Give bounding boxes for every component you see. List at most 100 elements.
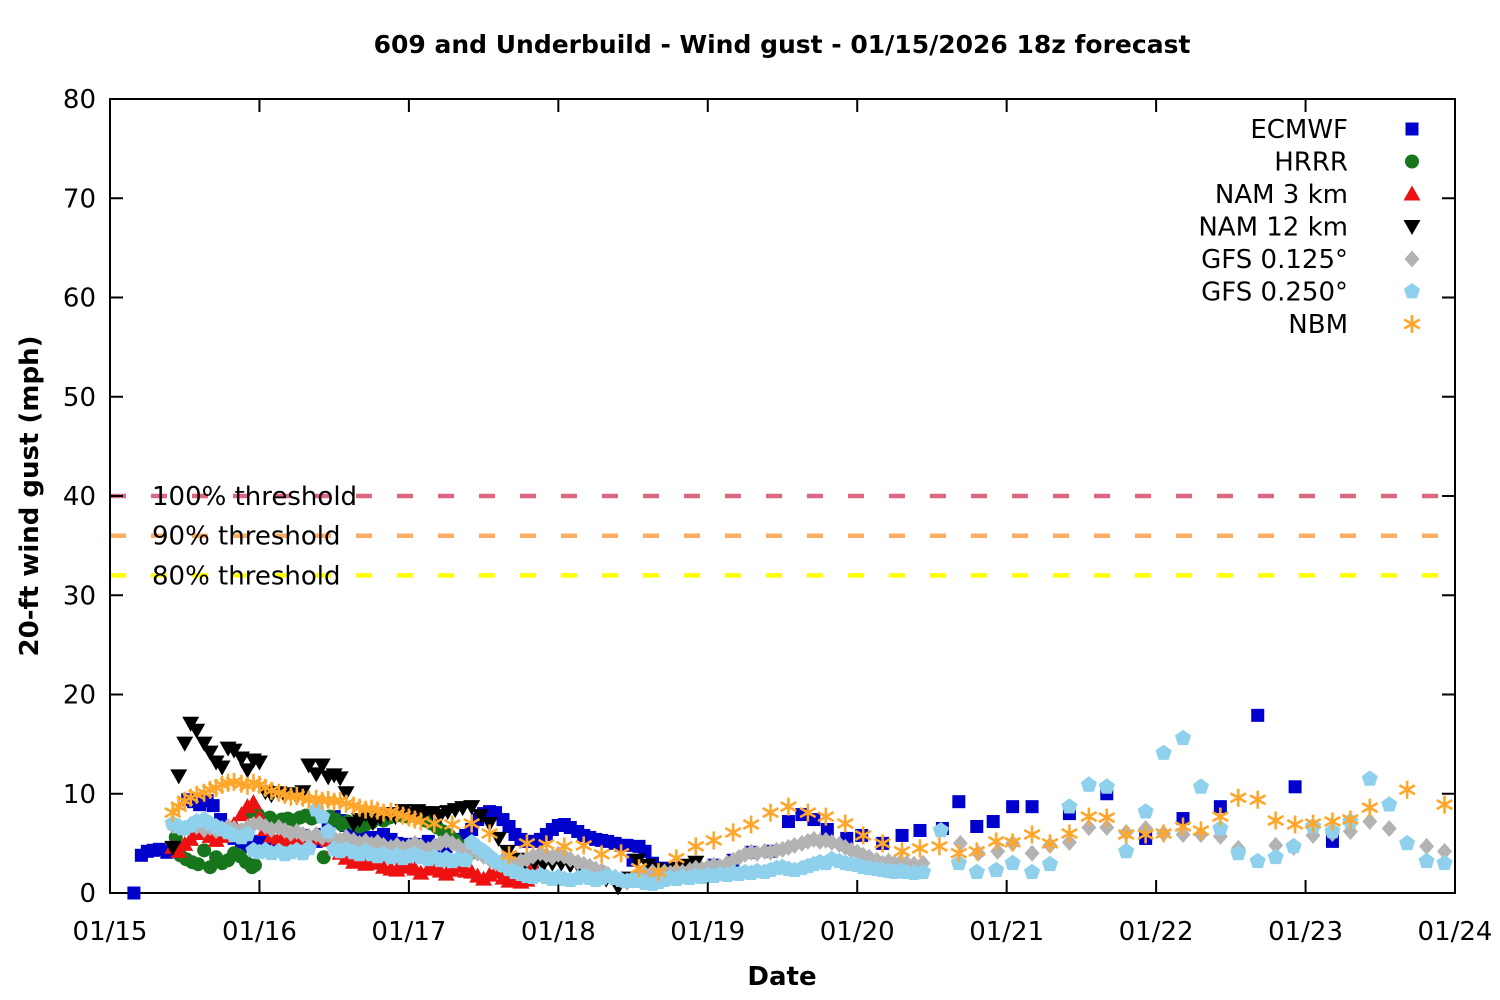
asterisk-arm (893, 845, 911, 857)
asterisk-arm (630, 862, 648, 874)
data-point (687, 837, 705, 856)
data-point (320, 823, 337, 839)
x-tick-label: 01/21 (969, 917, 1044, 947)
asterisk-arm (1041, 837, 1059, 850)
data-point (555, 837, 573, 856)
data-point (247, 858, 262, 873)
asterisk-arm (968, 845, 986, 857)
asterisk-arm (930, 840, 948, 852)
data-point (1249, 790, 1267, 809)
data-point (1155, 744, 1172, 760)
data-point (1403, 220, 1421, 235)
x-tick-label: 01/24 (1418, 917, 1493, 947)
data-point (201, 745, 219, 761)
x-tick-label: 01/15 (73, 917, 148, 947)
y-tick-label: 50 (63, 383, 96, 413)
data-point (1324, 812, 1341, 831)
x-axis-title: Date (747, 962, 817, 992)
asterisk-arm (1023, 828, 1041, 841)
data-point (1117, 825, 1135, 844)
asterisk-arm (1137, 828, 1155, 841)
data-point (1304, 814, 1322, 833)
data-point (1024, 844, 1040, 862)
asterisk-arm (780, 801, 797, 813)
data-point (443, 815, 461, 834)
legend-label: NAM 3 km (1215, 180, 1348, 210)
data-point (300, 839, 317, 856)
data-point (337, 786, 355, 802)
asterisk-arm (742, 818, 760, 831)
asterisk-arm (1211, 810, 1229, 823)
data-point (950, 854, 967, 871)
data-point (781, 815, 795, 829)
legend (1403, 122, 1421, 333)
data-point (463, 814, 481, 833)
data-point (988, 861, 1005, 877)
data-point (1288, 780, 1302, 794)
asterisk-arm (650, 866, 667, 878)
data-point (1174, 817, 1192, 836)
data-point (1361, 798, 1379, 817)
data-point (1403, 185, 1421, 201)
asterisk-arm (1361, 802, 1379, 814)
data-point (1004, 833, 1022, 852)
asterisk-arm (667, 852, 685, 864)
asterisk-arm (425, 817, 443, 830)
data-point (1362, 813, 1378, 831)
data-point (463, 800, 481, 816)
data-point (1006, 800, 1020, 814)
data-point (1286, 815, 1304, 834)
series-nbm (164, 772, 1453, 882)
data-point (457, 851, 474, 868)
legend-label: GFS 0.125° (1201, 245, 1348, 275)
data-point (895, 828, 909, 842)
x-tick-label: 01/23 (1268, 917, 1343, 947)
asterisk-arm (481, 827, 499, 840)
data-point (412, 864, 430, 880)
data-point (1155, 824, 1173, 843)
data-point (1212, 820, 1229, 836)
data-point (331, 771, 349, 787)
data-point (500, 846, 518, 865)
x-tick-label: 01/17 (371, 917, 446, 947)
data-point (817, 807, 835, 826)
asterisk-arm (911, 842, 929, 854)
data-point (950, 844, 968, 863)
data-point (1405, 154, 1419, 169)
asterisk-arm (1060, 827, 1078, 840)
asterisk-arm (555, 840, 573, 852)
asterisk-arm (575, 839, 593, 851)
data-point (176, 736, 194, 752)
asterisk-arm (1174, 820, 1192, 833)
data-point (932, 822, 949, 838)
data-point (1098, 778, 1115, 794)
threshold-label-100: 100% threshold (152, 482, 357, 512)
data-point (233, 806, 251, 822)
asterisk-arm (836, 817, 854, 830)
asterisk-arm (593, 848, 611, 860)
y-tick-label: 20 (63, 681, 96, 711)
data-point (1213, 800, 1227, 814)
data-point (1267, 848, 1284, 865)
legend-label: GFS 0.250° (1201, 278, 1348, 308)
data-point (914, 863, 932, 879)
data-point (705, 831, 723, 850)
asterisk-arm (1324, 815, 1341, 828)
asterisk-arm (1249, 794, 1267, 806)
asterisk-arm (337, 798, 355, 810)
data-point (239, 825, 256, 842)
asterisk-arm (1004, 836, 1022, 849)
asterisk-arm (762, 806, 779, 819)
data-point (1192, 821, 1210, 840)
data-point (968, 863, 985, 879)
data-point (1324, 823, 1341, 839)
asterisk-arm (412, 815, 430, 828)
data-point (1023, 825, 1041, 844)
legend-label: ECMWF (1250, 115, 1348, 145)
data-point (639, 858, 657, 874)
data-point (1137, 803, 1154, 819)
legend-label: NAM 12 km (1198, 213, 1348, 243)
data-point (1249, 852, 1266, 869)
asterisk-arm (705, 834, 723, 847)
x-tick-label: 01/22 (1119, 917, 1194, 947)
